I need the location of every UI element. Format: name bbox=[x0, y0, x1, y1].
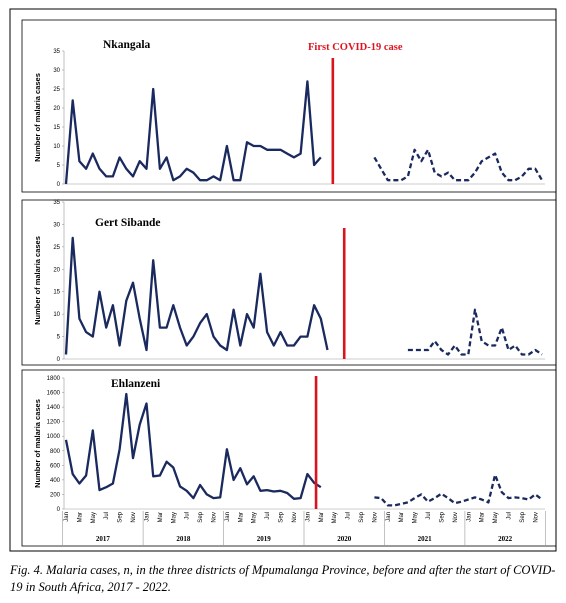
y-tick-label: 800 bbox=[50, 449, 61, 455]
y-tick-label: 1400 bbox=[47, 405, 61, 411]
x-tick-label: Nov bbox=[211, 512, 217, 523]
x-tick-label: Mar bbox=[480, 512, 486, 522]
year-label: 2020 bbox=[337, 535, 352, 543]
y-tick-label: 1800 bbox=[47, 376, 61, 382]
year-label: 2022 bbox=[498, 535, 513, 543]
x-tick-label: Mar bbox=[158, 512, 164, 522]
x-tick-label: Jul bbox=[346, 512, 352, 520]
y-tick-label: 0 bbox=[57, 357, 61, 363]
x-tick-label: May bbox=[413, 512, 419, 523]
x-tick-label: Jul bbox=[265, 512, 271, 520]
year-label: 2019 bbox=[257, 535, 272, 543]
y-tick-label: 25 bbox=[53, 87, 60, 93]
panel-frame bbox=[21, 369, 557, 547]
x-tick-label: Sep bbox=[198, 511, 204, 522]
x-tick-label: Mar bbox=[77, 512, 83, 522]
x-tick-label: Sep bbox=[279, 511, 285, 522]
y-tick-label: 5 bbox=[57, 163, 61, 169]
year-label: 2021 bbox=[418, 535, 433, 543]
y-tick-label: 5 bbox=[57, 335, 61, 341]
y-tick-label: 35 bbox=[53, 200, 60, 206]
x-tick-label: Sep bbox=[359, 511, 365, 522]
x-tick-label: Jul bbox=[506, 512, 512, 520]
panel-title: Nkangala bbox=[103, 39, 151, 51]
x-tick-label: Jan bbox=[64, 512, 70, 522]
x-tick-label: Nov bbox=[453, 512, 459, 523]
panel-ehlanzeni: 0 200 400 600 800 1000 1200 1400 1600 1800 Number … bbox=[21, 369, 557, 547]
panel-nkangala: 0 5 10 15 20 25 30 35 Number of malaria cases Nka… bbox=[21, 19, 557, 193]
covid-annotation: First COVID-19 case bbox=[308, 42, 403, 53]
x-tick-label: Jan bbox=[466, 512, 472, 522]
series-pre-covid bbox=[64, 392, 322, 500]
y-axis-label: Number of malaria cases bbox=[33, 73, 42, 162]
y-tick-label: 35 bbox=[53, 49, 60, 55]
x-tick-label: Mar bbox=[238, 512, 244, 522]
x-tick-label: May bbox=[91, 512, 97, 523]
panel-title: Ehlanzeni bbox=[111, 378, 161, 390]
y-axis-label: Number of malaria cases bbox=[33, 399, 42, 488]
y-tick-label: 25 bbox=[53, 245, 60, 251]
panel-frame bbox=[21, 19, 557, 193]
year-label: 2018 bbox=[176, 535, 191, 543]
series-post-covid bbox=[407, 308, 543, 356]
y-tick-label: 0 bbox=[57, 507, 61, 513]
y-tick-label: 1000 bbox=[47, 434, 61, 440]
x-tick-label: May bbox=[252, 512, 258, 523]
x-tick-label: Jul bbox=[104, 512, 110, 520]
x-tick-label: Nov bbox=[131, 512, 137, 523]
panel-frame bbox=[21, 199, 557, 366]
y-tick-label: 20 bbox=[53, 267, 60, 273]
y-tick-label: 30 bbox=[53, 68, 60, 74]
series-pre-covid bbox=[64, 236, 329, 355]
y-tick-label: 10 bbox=[53, 312, 60, 318]
x-tick-label: Jan bbox=[386, 512, 392, 522]
y-tick-label: 15 bbox=[53, 290, 60, 296]
x-tick-label: May bbox=[332, 512, 338, 523]
y-tick-label: 200 bbox=[50, 492, 61, 498]
x-tick-label: Sep bbox=[439, 511, 445, 522]
x-tick-label: Nov bbox=[292, 512, 298, 523]
x-tick-label: Sep bbox=[118, 511, 124, 522]
y-tick-label: 600 bbox=[50, 463, 61, 469]
y-tick-label: 400 bbox=[50, 478, 61, 484]
x-tick-label: Jul bbox=[426, 512, 432, 520]
x-tick-label: Jul bbox=[185, 512, 191, 520]
x-tick-label: Nov bbox=[372, 512, 378, 523]
y-tick-label: 15 bbox=[53, 125, 60, 131]
x-tick-label: Jan bbox=[225, 512, 231, 522]
y-tick-label: 0 bbox=[57, 182, 61, 188]
x-tick-label: Mar bbox=[319, 512, 325, 522]
panel-title: Gert Sibande bbox=[95, 217, 161, 229]
figure-caption: Fig. 4. Malaria cases, n, in the three d… bbox=[10, 563, 556, 594]
x-tick-label: Sep bbox=[520, 511, 526, 522]
x-axis: Jan Mar May Jul Sep Nov Jan Mar May Jul Sep Nov Jan M… bbox=[62, 511, 546, 546]
series-post-covid bbox=[373, 148, 543, 182]
y-tick-label: 10 bbox=[53, 144, 60, 150]
x-tick-label: May bbox=[493, 512, 499, 523]
y-tick-label: 30 bbox=[53, 222, 60, 228]
panel-gert-sibande: 0 5 10 15 20 25 30 35 Number of malaria cases Ger… bbox=[21, 199, 557, 366]
year-label: 2017 bbox=[96, 535, 111, 543]
figure-border bbox=[9, 8, 557, 552]
series-pre-covid bbox=[64, 80, 322, 185]
x-tick-label: Jan bbox=[144, 512, 150, 522]
y-axis-label: Number of malaria cases bbox=[33, 236, 42, 325]
y-tick-label: 1600 bbox=[47, 391, 61, 397]
x-tick-label: May bbox=[171, 512, 177, 523]
x-tick-label: Jan bbox=[305, 512, 311, 522]
x-tick-label: Mar bbox=[399, 512, 405, 522]
x-tick-label: Nov bbox=[533, 512, 539, 523]
series-post-covid bbox=[374, 473, 543, 507]
y-tick-label: 1200 bbox=[47, 420, 61, 426]
y-tick-label: 20 bbox=[53, 106, 60, 112]
